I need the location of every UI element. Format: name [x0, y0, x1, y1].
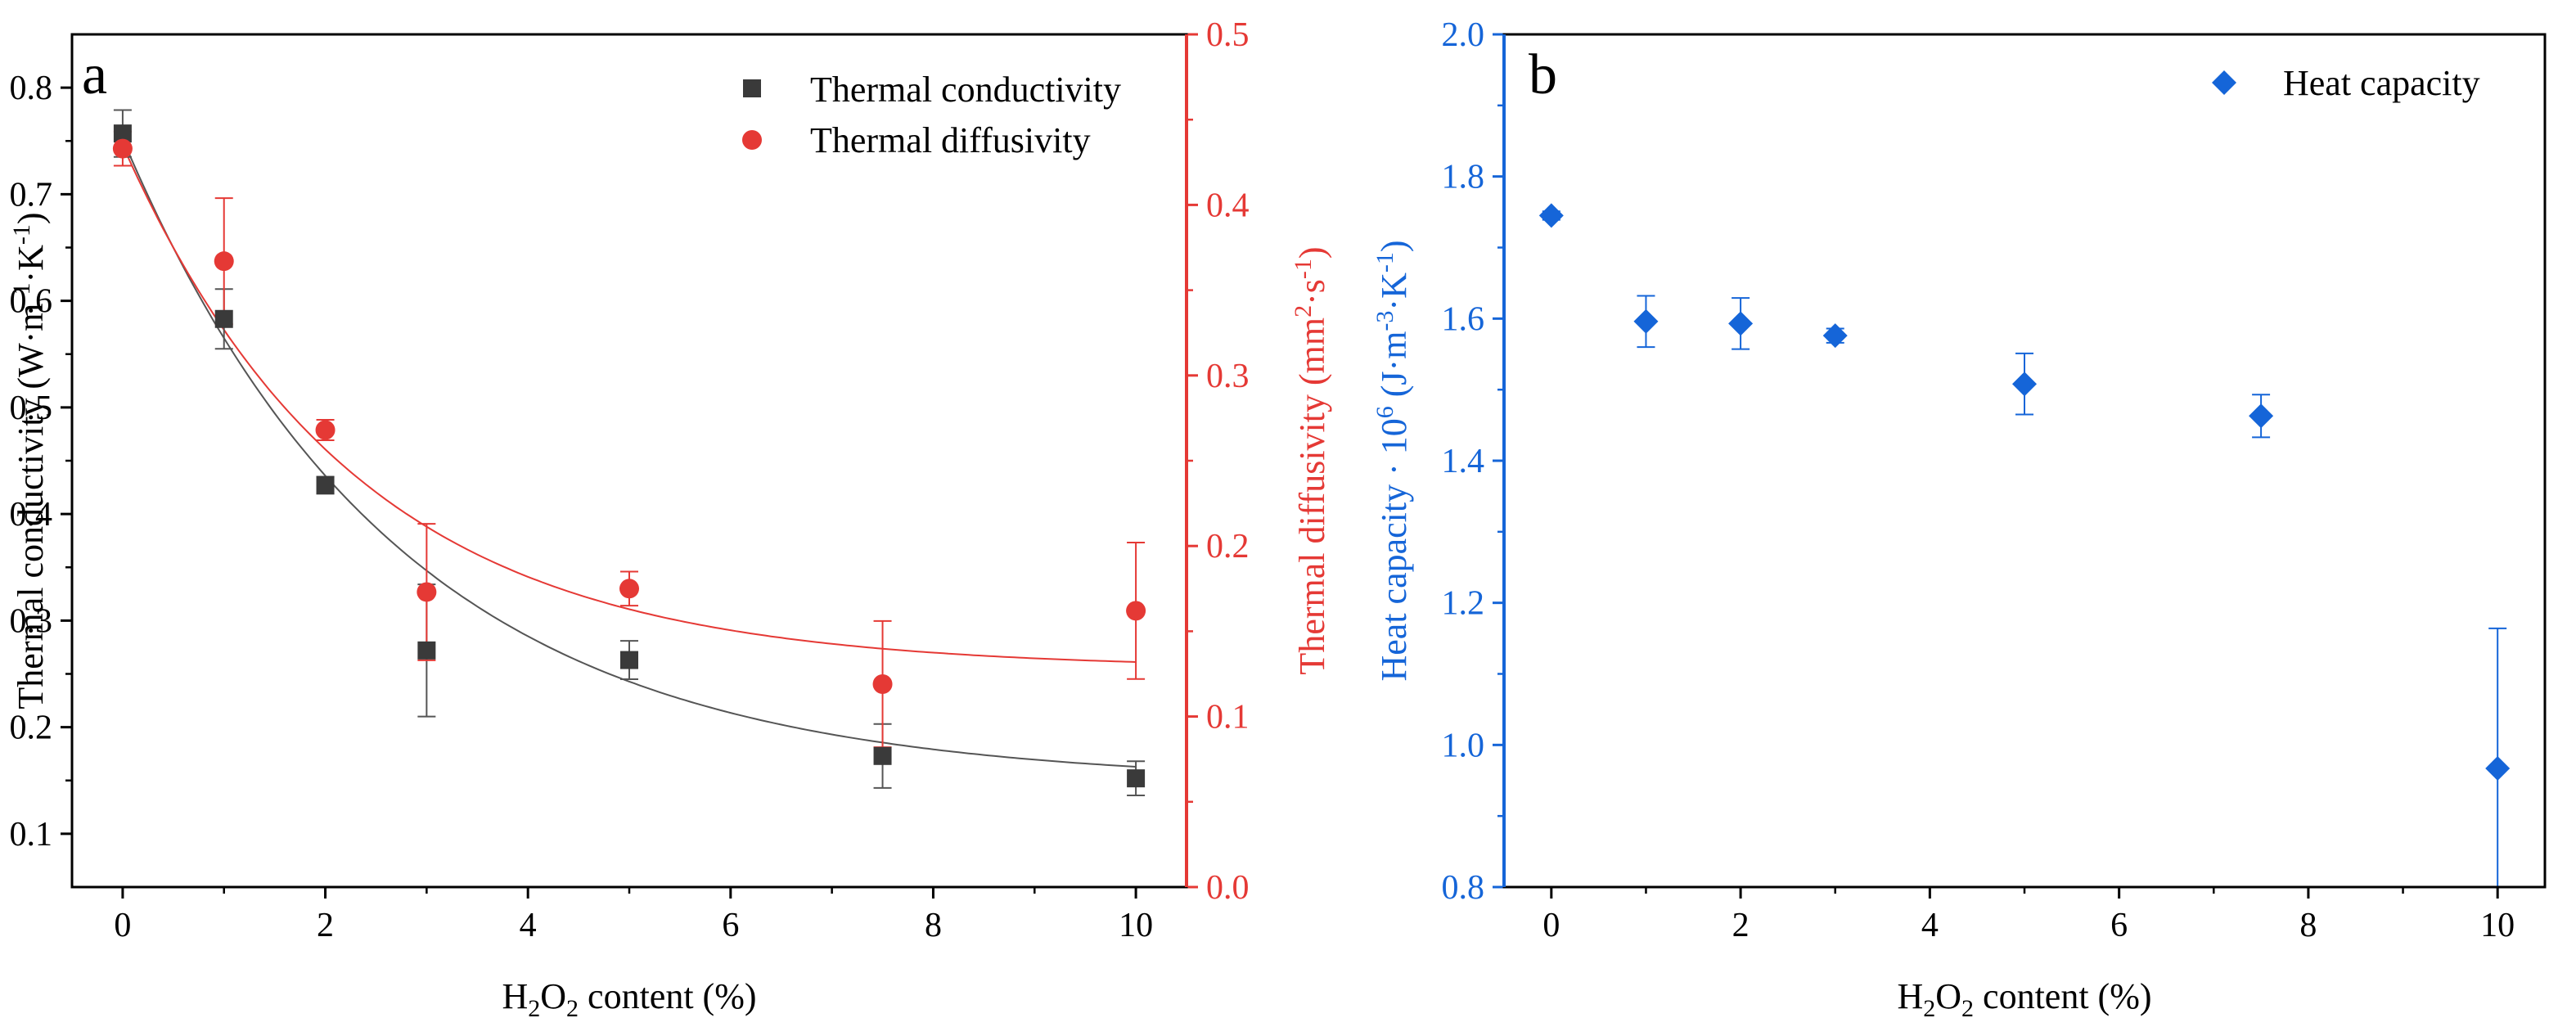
x-tick-label: 4	[520, 907, 537, 944]
x-tick-label: 10	[2480, 907, 2515, 944]
x-tick-label: 4	[1921, 907, 1939, 944]
point-heat-capacity	[1633, 309, 1659, 334]
point-heat-capacity	[2485, 755, 2511, 781]
x-tick-label: 0	[114, 907, 131, 944]
point-diffusivity	[315, 420, 336, 440]
point-diffusivity	[1126, 601, 1146, 621]
point-conductivity	[214, 309, 233, 328]
legend-marker-conductivity	[743, 79, 761, 97]
x-tick-label: 2	[317, 907, 334, 944]
panel-b-x-axis-label: H2O2 content (%)	[1897, 976, 2151, 1022]
x-tick-label: 10	[1119, 907, 1153, 944]
point-diffusivity	[619, 579, 639, 599]
x-tick-label: 8	[925, 907, 942, 944]
panel-a-label: a	[82, 43, 107, 106]
y-tick-label-right: 0.2	[1206, 528, 1250, 565]
point-conductivity	[417, 641, 436, 660]
x-tick-label: 0	[1542, 907, 1560, 944]
x-tick-label: 6	[2110, 907, 2128, 944]
y-tick-label-left: 0.6	[10, 283, 53, 321]
panel-a-y-axis-label-right: Thermal diffusivity (mm2·s-1)	[1290, 246, 1332, 674]
y-tick-label-left: 0.1	[10, 816, 53, 854]
y-tick-label-right: 0.5	[1206, 16, 1250, 54]
y-tick-label: 1.8	[1442, 159, 1485, 196]
point-conductivity	[620, 651, 638, 669]
y-tick-label: 1.6	[1442, 300, 1485, 338]
y-tick-label: 1.2	[1442, 585, 1485, 623]
fit-curve-conductivity	[121, 138, 1137, 768]
legend-label-conductivity: Thermal conductivity	[810, 70, 1121, 110]
legend-label-heat-capacity: Heat capacity	[2283, 63, 2480, 103]
y-tick-label-right: 0.0	[1206, 869, 1250, 907]
point-diffusivity	[417, 582, 437, 602]
y-tick-label-left: 0.2	[10, 709, 53, 747]
y-tick-label-left: 0.4	[10, 496, 53, 534]
fit-curve-diffusivity	[121, 145, 1137, 663]
panel-b-frame	[1502, 33, 2547, 889]
y-tick-label-right: 0.4	[1206, 187, 1250, 224]
point-diffusivity	[872, 674, 893, 695]
y-tick-label-right: 0.1	[1206, 699, 1250, 736]
point-diffusivity	[214, 251, 234, 272]
point-heat-capacity	[2012, 372, 2037, 397]
point-heat-capacity	[1822, 323, 1848, 349]
point-diffusivity	[112, 138, 133, 159]
panel-a: 0 2 4 6 8 10 0.1 0.2 0.3 0.4 0.5 0.6 0.7 0.8 0.0 0.1 0.2…	[8, 16, 1332, 1022]
y-tick-label: 0.8	[1442, 869, 1485, 907]
legend-marker-heat-capacity	[2212, 70, 2236, 95]
point-conductivity	[1127, 769, 1146, 788]
y-tick-label: 2.0	[1442, 16, 1485, 54]
y-tick-label-left: 0.5	[10, 390, 53, 427]
legend-marker-diffusivity	[742, 130, 762, 150]
panel-b-label: b	[1529, 43, 1557, 106]
panel-b-error-bars	[1542, 210, 2507, 887]
panel-a-legend: Thermal conductivity Thermal diffusivity	[742, 70, 1121, 160]
y-tick-label: 1.0	[1442, 727, 1485, 764]
panel-b-y-axis-label: Heat capacity · 106 (J·m-3·K-1)	[1371, 240, 1414, 681]
panel-a-x-axis-label: H2O2 content (%)	[502, 976, 756, 1022]
panel-b-points	[1538, 203, 2511, 781]
y-tick-label-left: 0.3	[10, 602, 53, 640]
panel-a-ticks: 0 2 4 6 8 10 0.1 0.2 0.3 0.4 0.5 0.6 0.7 0.8 0.0 0.1 0.2…	[10, 16, 1250, 944]
y-tick-label-left: 0.7	[10, 176, 53, 214]
point-conductivity	[113, 124, 132, 143]
point-conductivity	[316, 475, 335, 494]
point-heat-capacity	[2249, 403, 2274, 429]
y-tick-label-right: 0.3	[1206, 358, 1250, 395]
point-heat-capacity	[1538, 203, 1564, 228]
panel-b-legend: Heat capacity	[2212, 63, 2480, 103]
panel-a-points	[112, 124, 1146, 788]
point-conductivity	[873, 746, 892, 765]
panel-b-ticks: 0 2 4 6 8 10 0.8 1.0 1.2 1.4 1.6 1.8 2.0	[1442, 16, 2515, 944]
panel-a-y-axis-label-left: Thermal conductivity (W·m-1·K-1)	[8, 212, 51, 709]
panel-b: 0 2 4 6 8 10 0.8 1.0 1.2 1.4 1.6 1.8 2.0 b Heat capa…	[1371, 16, 2547, 1022]
panel-a-error-bars	[113, 109, 1146, 796]
x-tick-label: 8	[2299, 907, 2317, 944]
x-tick-label: 2	[1732, 907, 1750, 944]
legend-label-diffusivity: Thermal diffusivity	[810, 120, 1091, 160]
y-tick-label: 1.4	[1442, 443, 1485, 480]
point-heat-capacity	[1728, 311, 1754, 336]
x-tick-label: 6	[722, 907, 739, 944]
y-tick-label-left: 0.8	[10, 70, 53, 107]
panel-a-fit-curves	[121, 138, 1137, 768]
